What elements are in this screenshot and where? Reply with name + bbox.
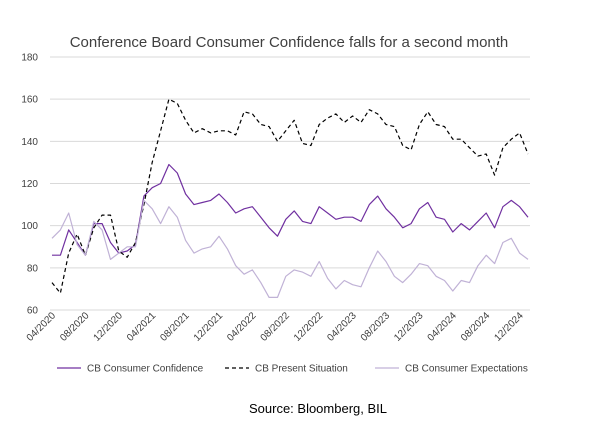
legend-label: CB Present Situation: [255, 364, 348, 375]
source-note: Source: Bloomberg, BIL: [249, 401, 387, 416]
y-tick-label: 60: [27, 306, 39, 317]
y-axis: 60 80 100 120 140 160 180: [21, 53, 38, 317]
series-line-2: [51, 98, 529, 294]
series-lines: [51, 98, 529, 298]
legend-label: CB Consumer Expectations: [405, 364, 528, 375]
y-tick-label: 100: [21, 221, 38, 232]
y-tick-label: 140: [21, 137, 38, 148]
y-tick-label: 80: [27, 263, 39, 274]
y-tick-label: 120: [21, 179, 38, 190]
chart-title: Conference Board Consumer Confidence fal…: [70, 34, 509, 51]
series-line-1: [52, 163, 529, 256]
y-tick-label: 160: [21, 95, 38, 106]
y-tick-label: 180: [21, 53, 38, 64]
gridlines: [50, 56, 530, 311]
series-line-3: [51, 199, 529, 298]
legend-label: CB Consumer Confidence: [87, 364, 204, 375]
legend: CB Consumer Confidence CB Present Situati…: [57, 364, 528, 375]
